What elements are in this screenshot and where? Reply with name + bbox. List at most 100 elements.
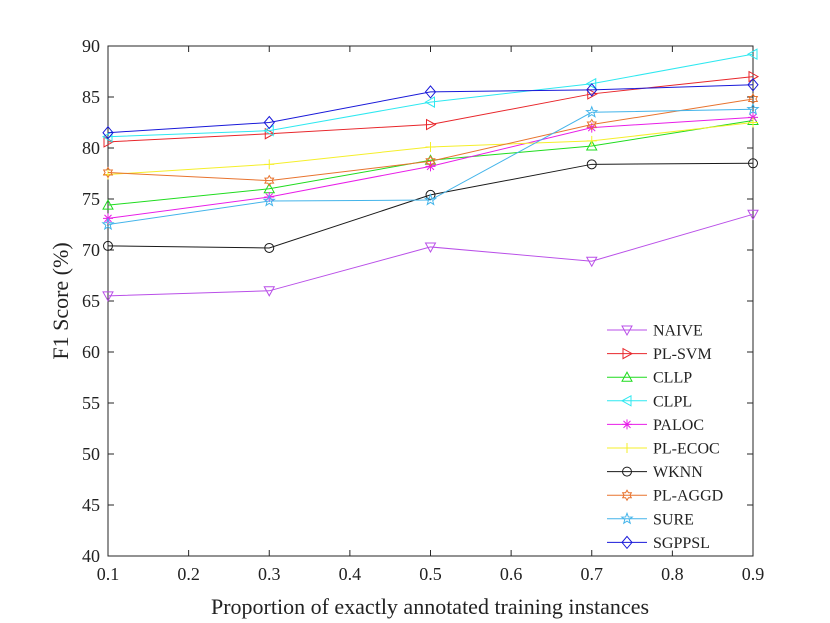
legend-swatch-marker (620, 394, 632, 407)
series-line-naive (107, 213, 754, 297)
legend-label: PL-AGGD (653, 488, 723, 505)
series-line-pl-aggd (107, 98, 754, 182)
legend-item-sure: SURE (607, 511, 694, 528)
y-tick-label: 75 (82, 189, 100, 209)
data-point-wknn (103, 240, 113, 251)
data-point-wknn (586, 159, 597, 170)
series-line-clpl (107, 53, 754, 138)
data-point-cllp (585, 139, 598, 151)
data-point-sgppsl (747, 77, 759, 92)
legend-item-pl-svm: PL-SVM (607, 346, 712, 363)
data-point-paloc (748, 112, 758, 123)
legend-swatch-marker (622, 419, 632, 430)
series-layer (101, 48, 760, 302)
legend-item-cllp: CLLP (607, 370, 692, 387)
legend-label: PALOC (653, 417, 704, 434)
series-line-sure (107, 108, 754, 225)
data-point-clpl (424, 96, 435, 108)
legend-label: WKNN (653, 464, 703, 481)
data-point-sure (423, 193, 438, 206)
y-tick-label: 40 (82, 546, 100, 566)
data-point-sgppsl (102, 125, 114, 140)
data-point-pl-aggd (425, 155, 436, 168)
legend-swatch-marker (621, 489, 633, 502)
legend-item-pl-aggd: PL-AGGD (607, 488, 723, 505)
series-line-sgppsl (107, 84, 754, 134)
y-tick-label: 80 (82, 138, 100, 158)
data-point-pl-svm (264, 127, 276, 140)
x-tick-label: 0.9 (742, 564, 765, 584)
data-point-naive (747, 209, 759, 221)
x-axis-label: Proportion of exactly annotated training… (211, 594, 649, 619)
legend-swatch-marker (620, 511, 634, 525)
y-axis-ticks: 40 45 50 55 60 65 70 75 80 85 90 (82, 36, 753, 566)
data-point-pl-ecoc (264, 159, 275, 170)
data-point-naive (102, 291, 114, 302)
data-point-pl-aggd (102, 166, 114, 179)
data-point-sure (262, 194, 276, 207)
y-tick-label: 60 (82, 342, 100, 362)
x-tick-label: 0.5 (419, 564, 442, 584)
data-point-naive (585, 256, 598, 268)
data-point-cllp (102, 199, 114, 210)
legend-item-paloc: PALOC (607, 417, 704, 434)
data-point-pl-svm (587, 88, 598, 100)
legend-item-pl-ecoc: PL-ECOC (607, 441, 720, 458)
x-tick-label: 0.8 (661, 564, 684, 584)
y-tick-label: 65 (82, 291, 100, 311)
x-axis-ticks: 0.1 0.2 0.3 0.4 0.5 0.6 0.7 0.8 0.9 (97, 46, 765, 584)
data-point-naive (263, 286, 276, 297)
data-point-wknn (748, 158, 758, 169)
legend: NAIVE PL-SVM CLLP CLPL PALOC PL-ECOC WKNN PL-AG… (599, 317, 741, 552)
data-point-pl-aggd (586, 118, 597, 131)
data-point-clpl (585, 77, 597, 90)
legend-label: SGPPSL (653, 535, 710, 552)
series-clpl (101, 48, 758, 143)
x-tick-label: 0.7 (581, 564, 604, 584)
y-tick-label: 45 (82, 495, 100, 515)
y-tick-label: 85 (82, 87, 100, 107)
legend-item-clpl: CLPL (607, 393, 692, 410)
data-point-naive (424, 242, 437, 253)
y-tick-label: 70 (82, 240, 100, 260)
legend-swatch-marker (621, 535, 633, 550)
x-tick-label: 0.4 (339, 564, 362, 584)
data-point-pl-ecoc (586, 135, 597, 146)
legend-swatch-marker (622, 466, 632, 477)
legend-swatch-marker (622, 347, 634, 360)
data-point-pl-ecoc (748, 117, 758, 128)
data-point-pl-aggd (264, 174, 275, 187)
x-tick-label: 0.1 (97, 564, 120, 584)
y-tick-label: 55 (82, 393, 100, 413)
legend-label: PL-ECOC (653, 441, 720, 458)
series-pl-aggd (102, 93, 759, 187)
data-point-sgppsl (263, 115, 275, 130)
series-sure (101, 102, 760, 231)
series-line-cllp (107, 119, 754, 206)
y-tick-label: 90 (82, 36, 100, 56)
data-point-sure (585, 105, 599, 118)
legend-label: SURE (653, 511, 694, 528)
data-point-sure (101, 217, 115, 231)
data-point-wknn (425, 189, 436, 200)
series-naive (102, 209, 759, 302)
series-sgppsl (102, 77, 759, 140)
x-tick-label: 0.3 (258, 564, 281, 584)
y-tick-label: 50 (82, 444, 100, 464)
data-point-clpl (101, 130, 113, 143)
data-point-paloc (586, 122, 597, 133)
legend-swatch-marker (621, 325, 633, 337)
data-point-clpl (746, 48, 758, 61)
data-point-wknn (264, 242, 275, 253)
data-point-pl-svm (426, 118, 437, 131)
data-point-sgppsl (424, 85, 437, 99)
legend-label: PL-SVM (653, 346, 712, 363)
data-point-sgppsl (586, 83, 598, 97)
legend-label: CLPL (653, 393, 692, 410)
x-tick-label: 0.6 (500, 564, 523, 584)
legend-item-naive: NAIVE (607, 323, 703, 340)
y-axis-label: F1 Score (%) (48, 242, 73, 359)
legend-swatch-marker (622, 443, 632, 453)
data-point-sure (746, 102, 760, 115)
